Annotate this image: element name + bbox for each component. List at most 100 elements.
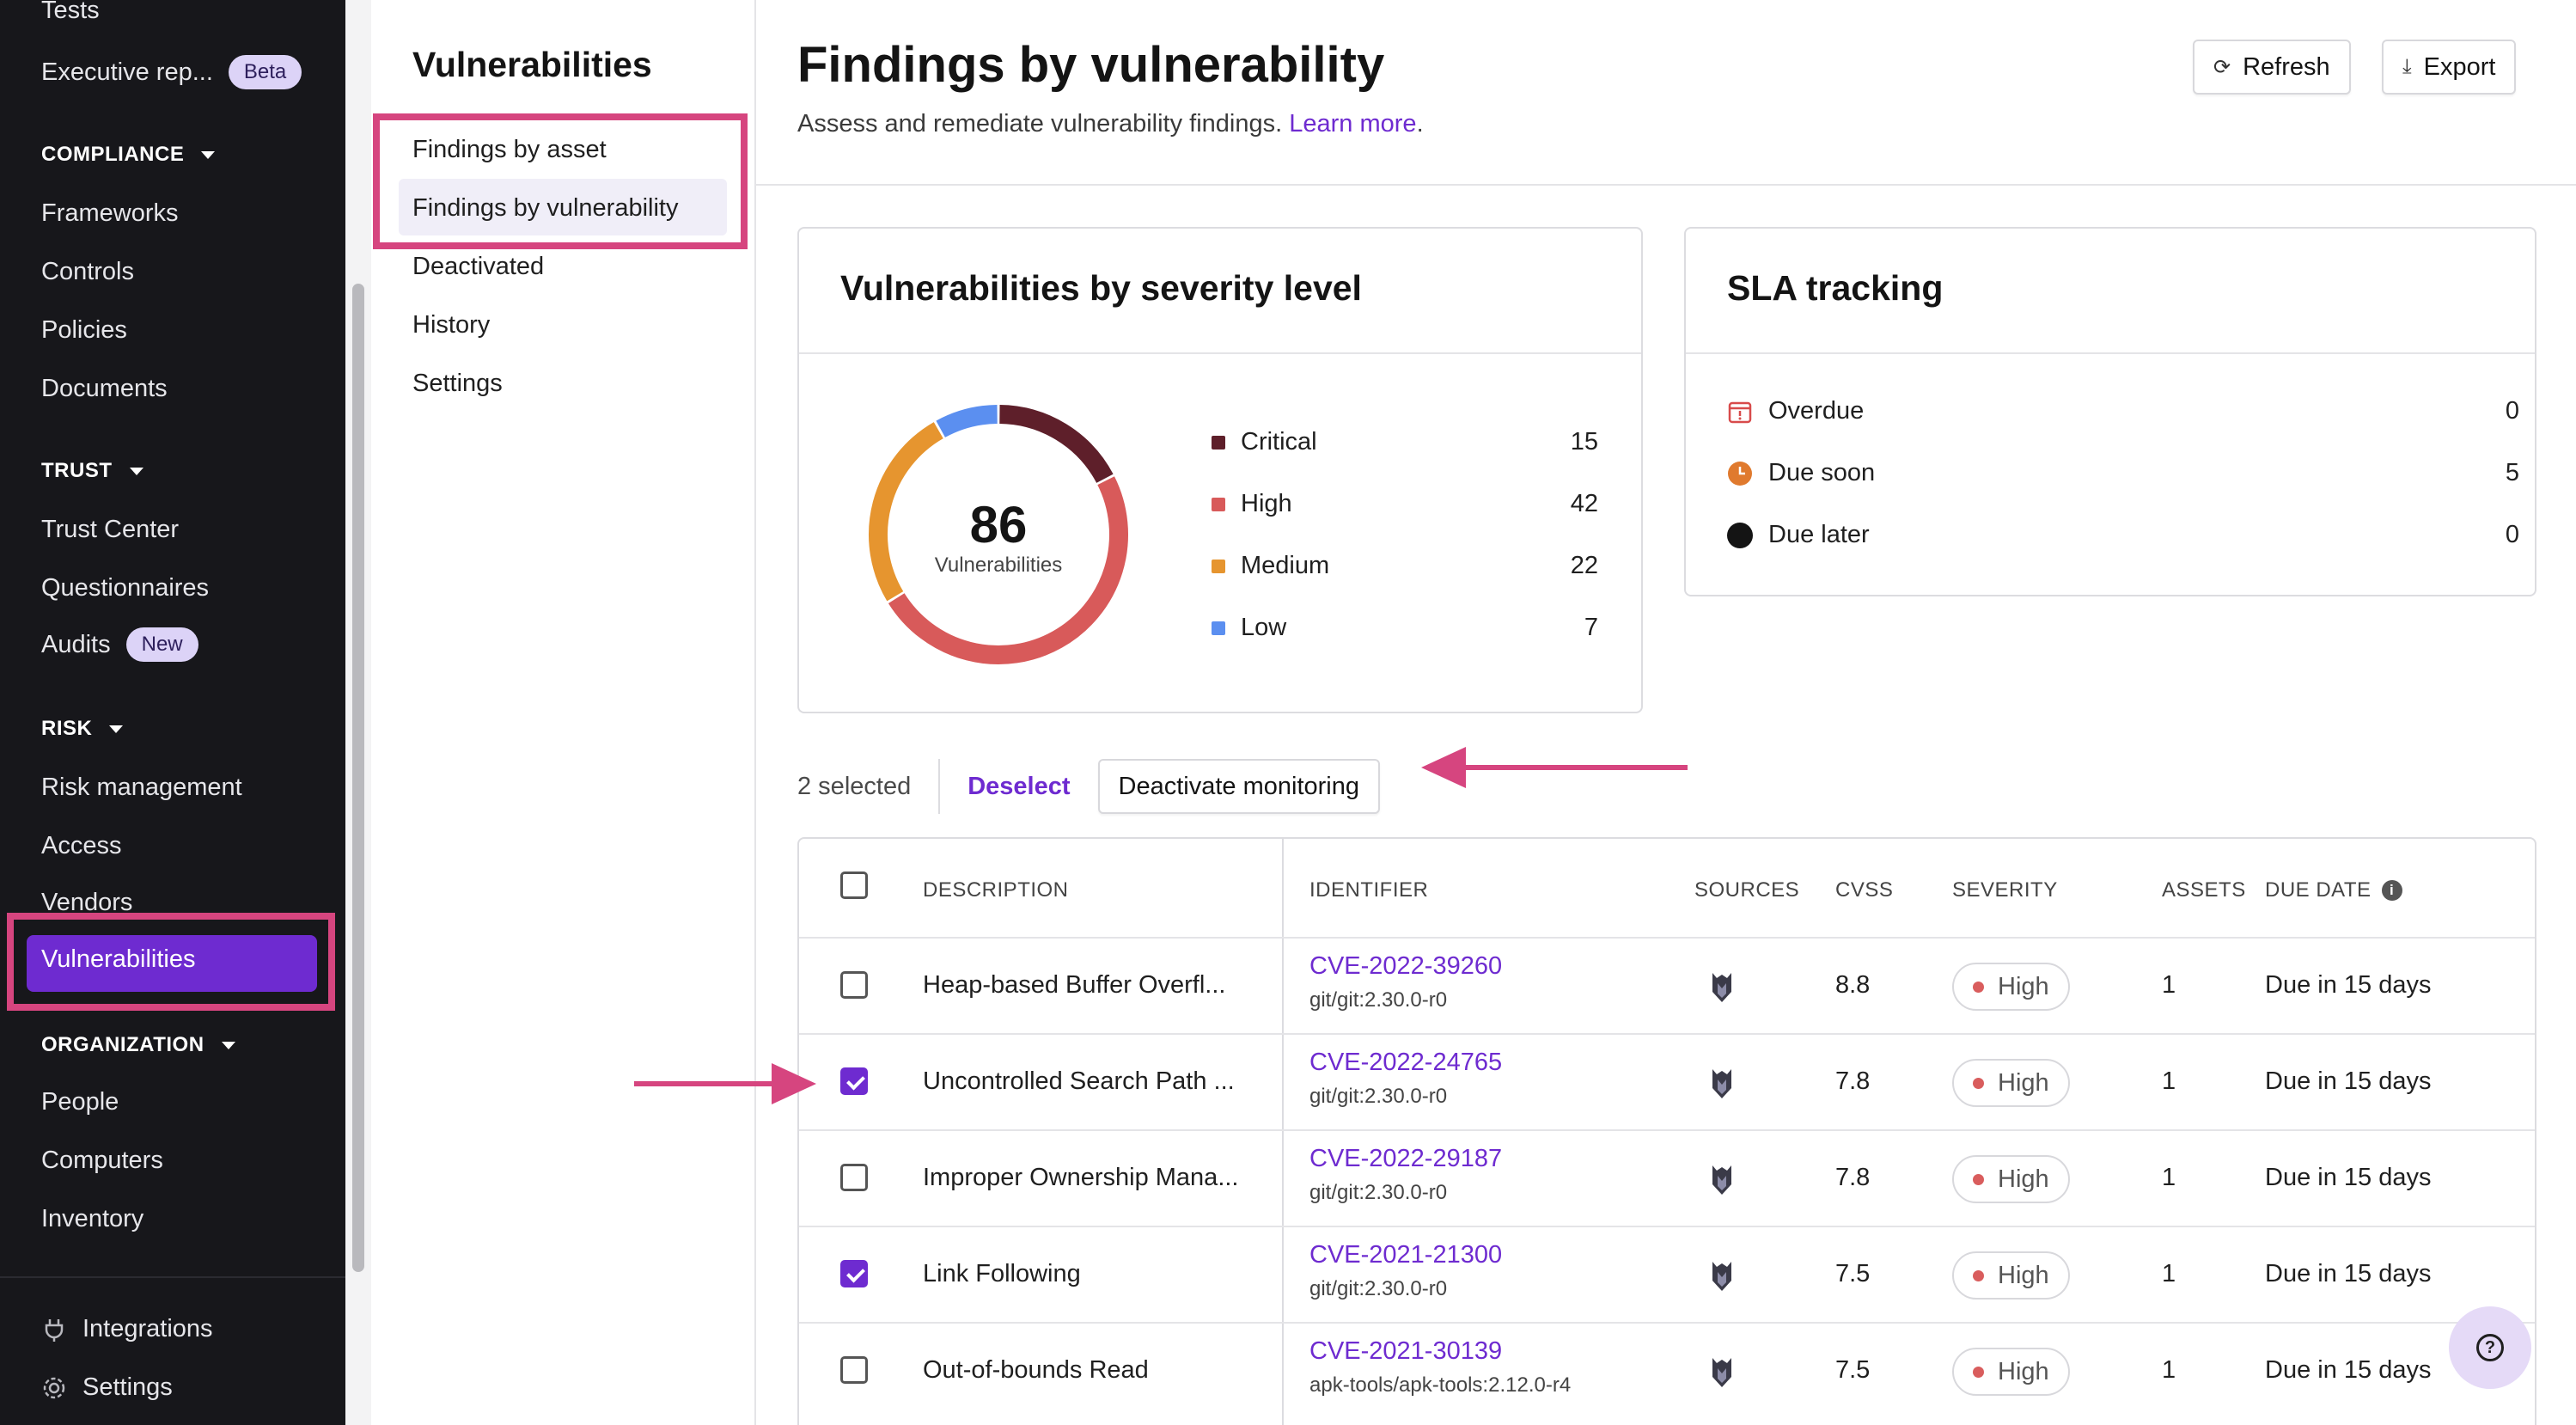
nav-item-vulnerabilities[interactable] — [27, 935, 317, 992]
nav-item-controls[interactable]: Controls — [41, 258, 134, 285]
cve-link[interactable]: CVE-2022-29187 — [1309, 1145, 1503, 1172]
legend-item-high: High 42 — [1212, 490, 1598, 518]
nav-section-compliance[interactable]: COMPLIANCE — [41, 143, 216, 167]
nav-section-trust[interactable]: TRUST — [41, 459, 143, 483]
nav-item-vendors[interactable]: Vendors — [41, 889, 133, 916]
nav-section-organization[interactable]: ORGANIZATION — [41, 1033, 235, 1057]
chevron-down-icon — [109, 725, 124, 733]
sla-row-due-soon[interactable]: Due soon 5 — [1727, 459, 2519, 487]
source-icon — [1712, 1069, 1731, 1098]
severity-badge: High — [1952, 1348, 2070, 1396]
subnav-item-findings-by-asset[interactable]: Findings by asset — [412, 136, 607, 163]
nav-item-documents[interactable]: Documents — [41, 375, 168, 402]
row-checkbox[interactable] — [840, 971, 868, 999]
nav-item-settings[interactable]: Settings — [41, 1373, 173, 1402]
help-button[interactable]: ? — [2449, 1306, 2531, 1389]
nav-item-questionnaires[interactable]: Questionnaires — [41, 574, 210, 602]
nav-item-risk-management[interactable]: Risk management — [41, 774, 242, 801]
row-checkbox[interactable] — [840, 1356, 868, 1384]
col-header-sources[interactable]: SOURCES — [1694, 878, 1800, 902]
subnav-item-history[interactable]: History — [412, 311, 491, 339]
legend-swatch — [1212, 435, 1225, 450]
vulnerability-table: DESCRIPTION IDENTIFIER SOURCES CVSS SEVE… — [797, 837, 2536, 1425]
chevron-down-icon — [201, 150, 216, 159]
severity-dot-icon — [1973, 981, 1984, 993]
row-assets: 1 — [2162, 1067, 2176, 1095]
legend-label: High — [1241, 490, 1292, 517]
subnav-item-settings[interactable]: Settings — [412, 370, 503, 397]
main-navigation: Tests Executive rep... Beta COMPLIANCE F… — [0, 0, 345, 1425]
sla-row-overdue[interactable]: Overdue 0 — [1727, 397, 2519, 425]
info-icon[interactable]: i — [2381, 880, 2402, 901]
col-header-due-date[interactable]: DUE DATE i — [2265, 878, 2402, 902]
cve-link[interactable]: CVE-2021-30139 — [1309, 1337, 1503, 1365]
table-row[interactable]: Out-of-bounds Read CVE-2021-30139 apk-tool… — [799, 1322, 2535, 1418]
table-row[interactable]: Uncontrolled Search Path ... CVE-2022-247… — [799, 1033, 2535, 1129]
severity-dot-icon — [1973, 1173, 1984, 1185]
row-description: Out-of-bounds Read — [923, 1356, 1149, 1384]
table-row[interactable]: Heap-based Buffer Overfl... CVE-2022-3926… — [799, 937, 2535, 1033]
subnav-item-findings-by-vulnerability[interactable]: Findings by vulnerability — [412, 194, 679, 222]
nav-item-access[interactable]: Access — [41, 832, 122, 859]
select-all-checkbox[interactable] — [840, 872, 868, 899]
row-checkbox[interactable] — [840, 1260, 868, 1287]
chevron-down-icon — [129, 467, 143, 475]
nav-item-integrations[interactable]: Integrations — [41, 1315, 213, 1343]
deselect-button[interactable]: Deselect — [968, 772, 1071, 800]
plug-icon — [41, 1317, 67, 1342]
row-checkbox[interactable] — [840, 1164, 868, 1191]
col-header-description[interactable]: DESCRIPTION — [923, 878, 1069, 902]
refresh-button[interactable]: ⟳ Refresh — [2193, 40, 2351, 95]
nav-item-tests[interactable]: Tests — [41, 0, 100, 24]
cve-link[interactable]: CVE-2022-39260 — [1309, 952, 1503, 980]
nav-item-people[interactable]: People — [41, 1088, 119, 1116]
deactivate-monitoring-button[interactable]: Deactivate monitoring — [1097, 759, 1380, 814]
page-title: Findings by vulnerability — [797, 37, 1385, 93]
package-name: apk-tools/apk-tools:2.12.0-r4 — [1309, 1373, 1572, 1397]
subnav-item-deactivated[interactable]: Deactivated — [412, 253, 545, 280]
annotation-arrow-head — [772, 1063, 816, 1104]
nav-item-trust-center[interactable]: Trust Center — [41, 516, 180, 543]
donut-slice-high[interactable] — [888, 476, 1128, 664]
table-row[interactable]: Link Following CVE-2021-21300 git/git:2.30… — [799, 1226, 2535, 1322]
nav-item-executive-reports[interactable]: Executive rep... Beta — [41, 55, 302, 89]
row-cvss: 8.8 — [1835, 971, 1871, 999]
package-name: git/git:2.30.0-r0 — [1309, 1181, 1448, 1204]
severity-dot-icon — [1973, 1366, 1984, 1378]
legend-item-critical: Critical 15 — [1212, 428, 1598, 456]
donut-slice-critical[interactable] — [999, 405, 1114, 484]
donut-slice-low[interactable] — [936, 405, 998, 438]
nav-item-policies[interactable]: Policies — [41, 316, 127, 344]
calendar-alert-icon — [1727, 399, 1753, 425]
table-row[interactable]: Improper Ownership Mana... CVE-2022-29187… — [799, 1129, 2535, 1226]
download-icon: ⤓ — [2402, 55, 2412, 78]
nav-item-computers[interactable]: Computers — [41, 1147, 163, 1174]
col-header-cvss[interactable]: CVSS — [1835, 878, 1894, 902]
row-assets: 1 — [2162, 1356, 2176, 1384]
nav-item-inventory[interactable]: Inventory — [41, 1205, 144, 1232]
selection-toolbar: 2 selected Deselect Deactivate monitorin… — [797, 756, 1380, 816]
nav-scrollbar[interactable] — [352, 284, 364, 1272]
col-header-severity[interactable]: SEVERITY — [1952, 878, 2058, 902]
subnav-selected-bg — [399, 179, 727, 235]
row-due-date: Due in 15 days — [2265, 1356, 2432, 1384]
row-due-date: Due in 15 days — [2265, 971, 2432, 999]
nav-item-audits[interactable]: Audits New — [41, 627, 198, 662]
nav-section-risk[interactable]: RISK — [41, 717, 124, 741]
nav-item-frameworks[interactable]: Frameworks — [41, 199, 179, 227]
sla-row-due-later[interactable]: Due later 0 — [1727, 521, 2519, 549]
row-cvss: 7.8 — [1835, 1067, 1871, 1095]
legend-value: 22 — [1570, 552, 1598, 579]
subnav-title: Vulnerabilities — [412, 45, 652, 84]
learn-more-link[interactable]: Learn more — [1289, 110, 1417, 138]
annotation-arrow-shaft — [634, 1081, 780, 1086]
cve-link[interactable]: CVE-2022-24765 — [1309, 1049, 1503, 1076]
cve-link[interactable]: CVE-2021-21300 — [1309, 1241, 1503, 1269]
legend-label: Low — [1241, 614, 1287, 641]
clock-icon — [1727, 461, 1753, 486]
col-header-assets[interactable]: ASSETS — [2162, 878, 2246, 902]
row-checkbox[interactable] — [840, 1067, 868, 1095]
donut-slice-medium[interactable] — [869, 422, 943, 602]
col-header-identifier[interactable]: IDENTIFIER — [1309, 878, 1429, 902]
export-button[interactable]: ⤓ Export — [2382, 40, 2517, 95]
